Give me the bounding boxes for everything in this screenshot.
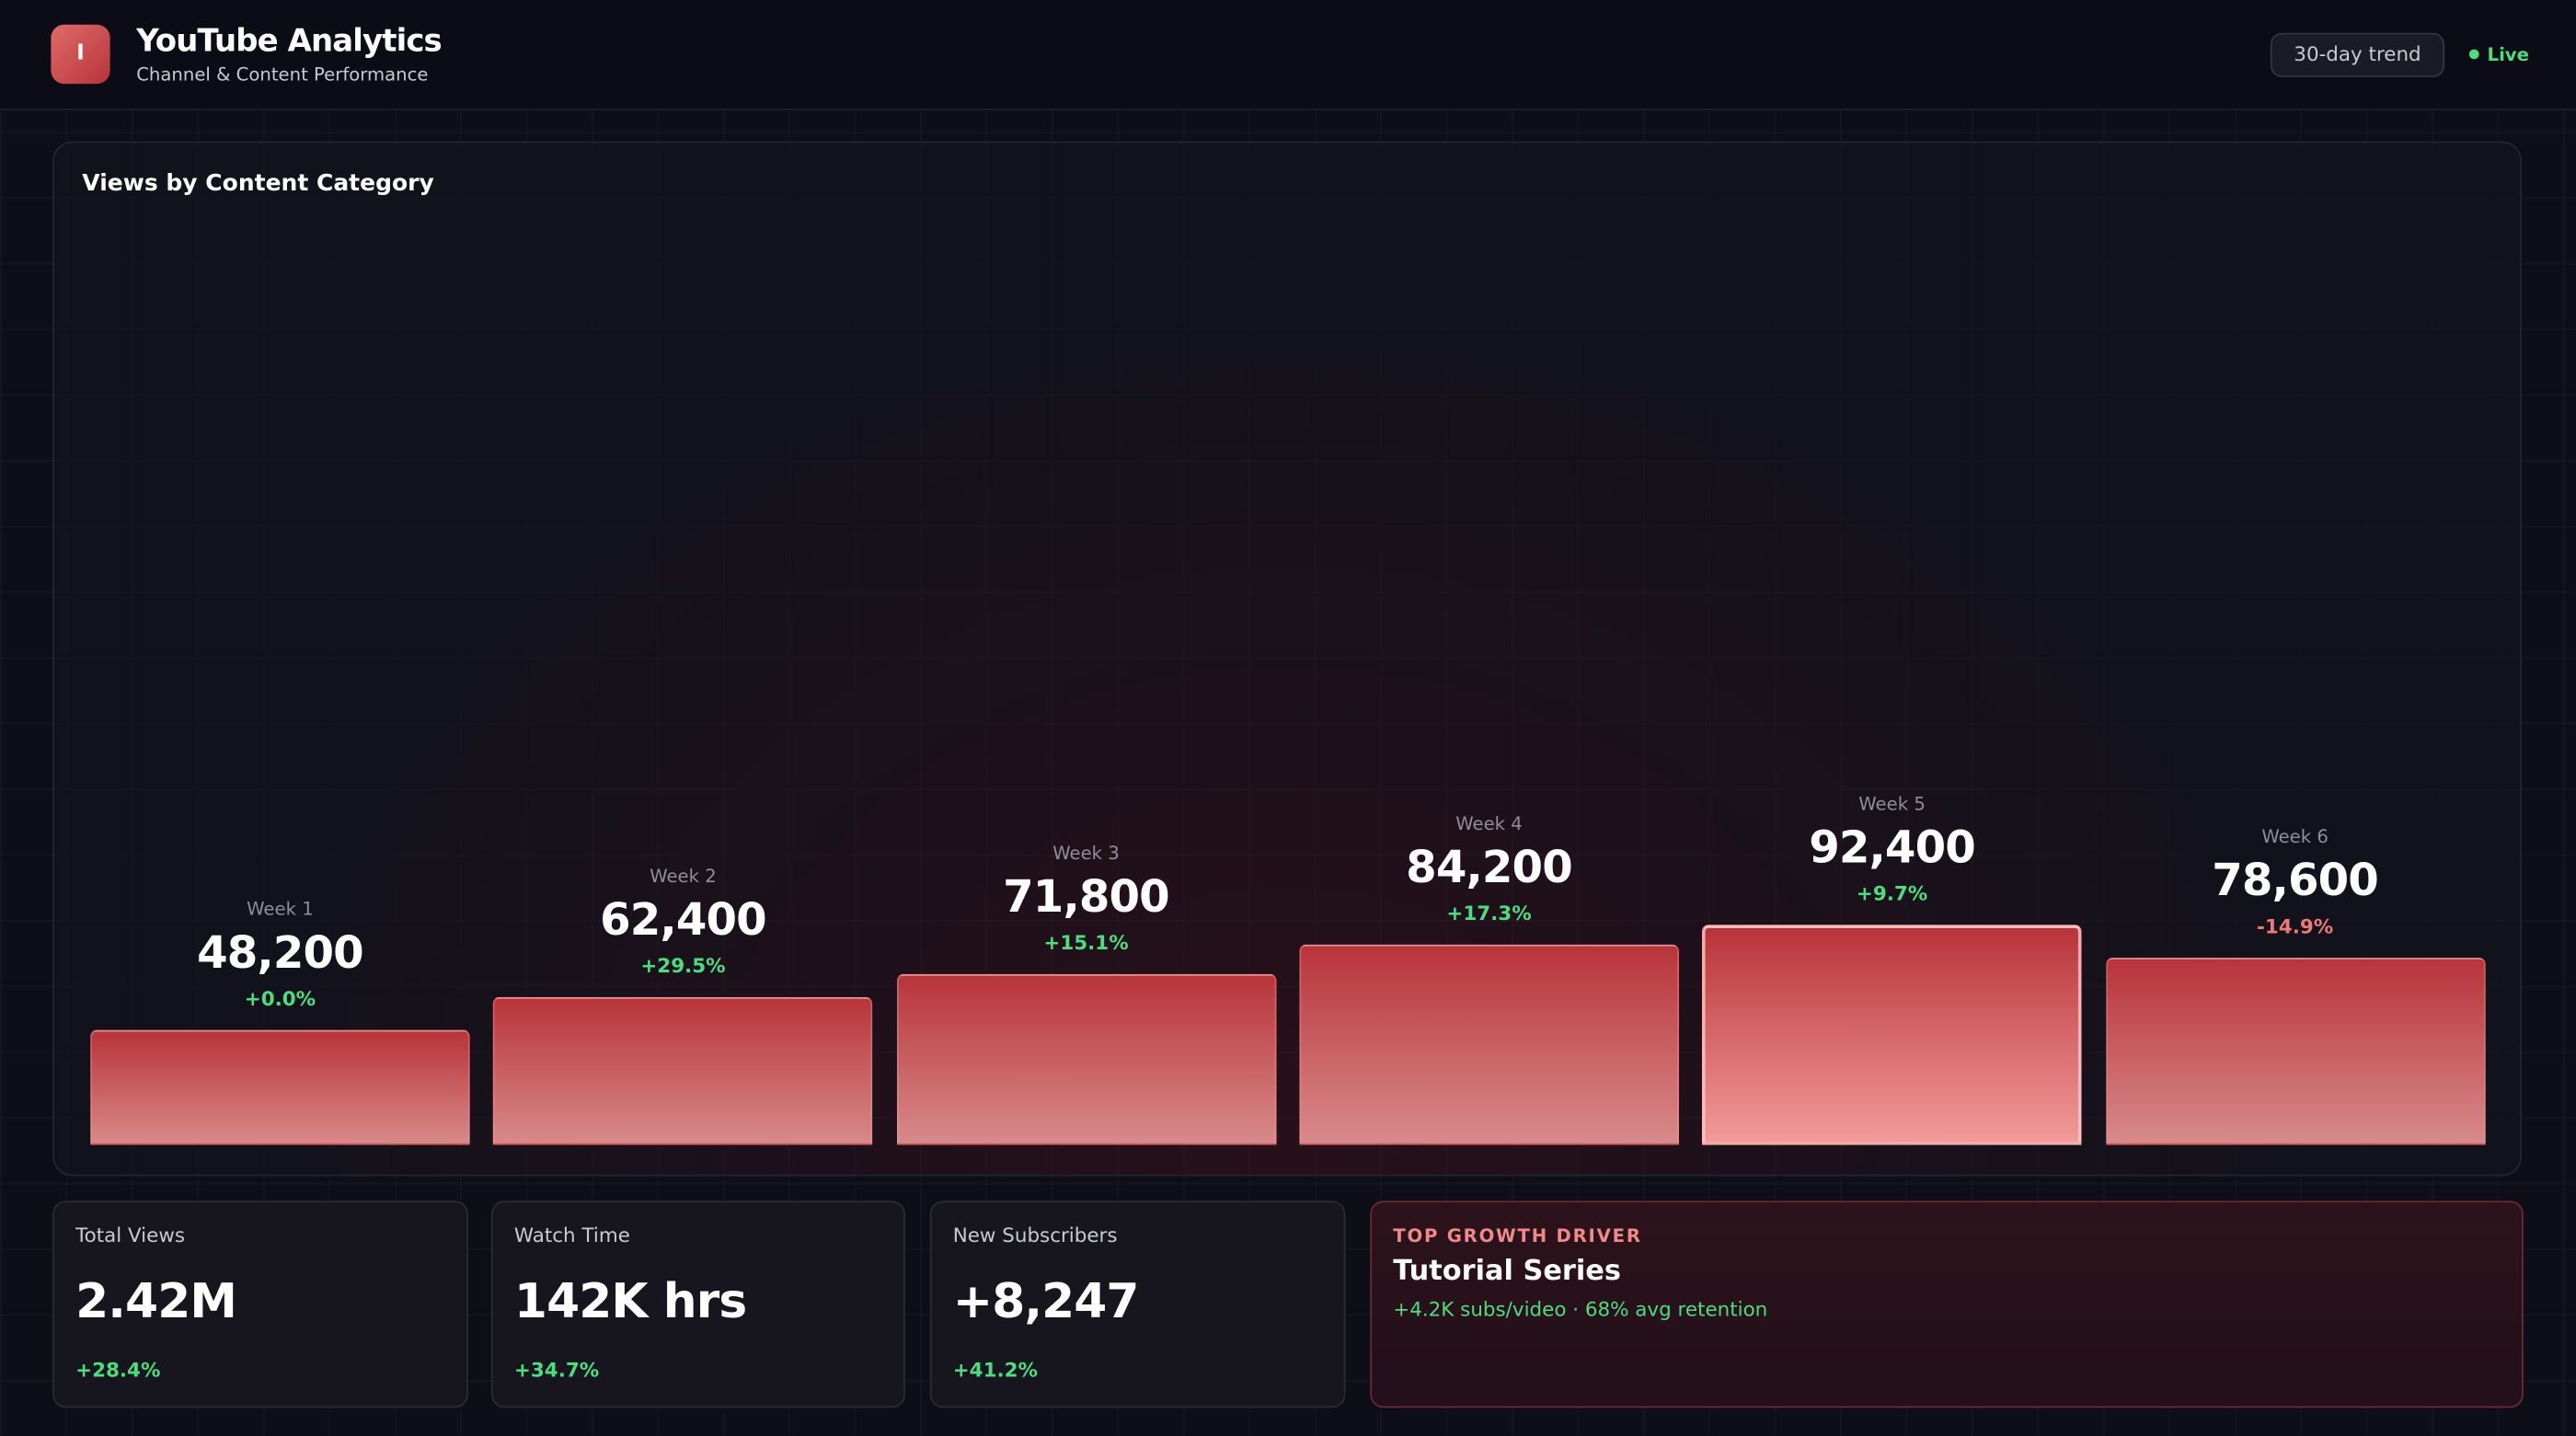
change-label: +9.7% bbox=[1856, 881, 1928, 905]
kpi-label: New Subscribers bbox=[952, 1223, 1118, 1247]
kpi-value: 142K hrs bbox=[513, 1272, 747, 1329]
kpi-value: +8,247 bbox=[952, 1272, 1140, 1329]
kpi-value: 2.42M bbox=[75, 1272, 237, 1329]
kpi-label: Watch Time bbox=[513, 1223, 630, 1247]
value-label: 92,400 bbox=[1809, 822, 1976, 874]
bar bbox=[90, 1029, 470, 1145]
category-label: Week 2 bbox=[650, 865, 717, 887]
kpi-label: Total Views bbox=[75, 1223, 186, 1247]
kpi-change: +28.4% bbox=[75, 1358, 161, 1382]
bar bbox=[896, 973, 1276, 1145]
logo: I bbox=[51, 24, 110, 85]
value-label: 62,400 bbox=[600, 894, 767, 946]
change-label: +0.0% bbox=[244, 987, 316, 1011]
kpi-card bbox=[929, 1200, 1346, 1408]
app-subtitle: Channel & Content Performance bbox=[136, 63, 429, 86]
bar bbox=[1299, 944, 1679, 1145]
value-label: 84,200 bbox=[1406, 842, 1573, 894]
header bbox=[0, 0, 2576, 110]
category-label: Week 4 bbox=[1455, 812, 1523, 834]
growth-kicker: TOP GROWTH DRIVER bbox=[1393, 1225, 1642, 1247]
change-label: -14.9% bbox=[2256, 914, 2334, 938]
growth-title: Tutorial Series bbox=[1393, 1255, 1621, 1288]
live-dot bbox=[2468, 49, 2479, 60]
chart-title: Views by Content Category bbox=[82, 170, 434, 198]
bar bbox=[1702, 925, 2082, 1145]
change-label: +29.5% bbox=[640, 953, 726, 977]
change-label: +15.1% bbox=[1043, 931, 1129, 955]
range-button[interactable]: 30-day trend bbox=[2270, 32, 2445, 77]
growth-detail: +4.2K subs/video · 68% avg retention bbox=[1393, 1297, 1768, 1321]
growth-card bbox=[1370, 1200, 2524, 1408]
bar bbox=[493, 996, 873, 1145]
app-title: YouTube Analytics bbox=[136, 22, 443, 60]
kpi-change: +34.7% bbox=[513, 1358, 600, 1382]
change-label: +17.3% bbox=[1446, 902, 1532, 925]
category-label: Week 1 bbox=[247, 898, 314, 921]
value-label: 71,800 bbox=[1003, 871, 1170, 924]
category-label: Week 5 bbox=[1858, 793, 1926, 815]
value-label: 48,200 bbox=[197, 928, 364, 980]
live-status: Live bbox=[2487, 44, 2529, 66]
category-label: Week 3 bbox=[1052, 842, 1120, 865]
kpi-card bbox=[52, 1200, 468, 1408]
kpi-change: +41.2% bbox=[952, 1358, 1039, 1382]
kpi-card bbox=[490, 1200, 905, 1408]
category-label: Week 6 bbox=[2261, 826, 2329, 848]
bar bbox=[2105, 958, 2485, 1145]
value-label: 78,600 bbox=[2212, 856, 2379, 907]
